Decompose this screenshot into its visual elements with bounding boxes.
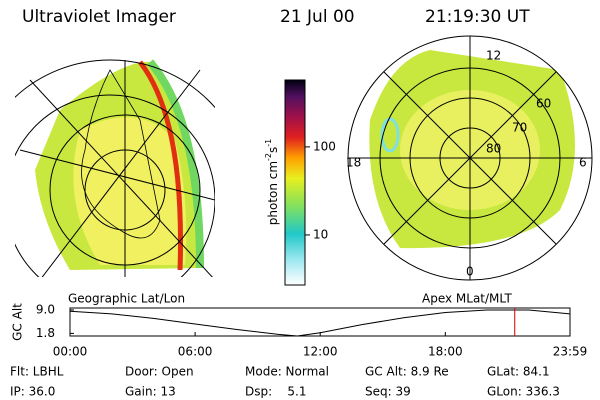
- x-tick-label: 00:00: [53, 345, 88, 359]
- y-tick-label: 9.0: [36, 302, 55, 316]
- exp: -1: [264, 139, 273, 147]
- left-image: [15, 59, 215, 277]
- mlt-label: 6: [579, 156, 587, 170]
- status-field: Gain: 13: [125, 385, 176, 399]
- x-tick-label: 23:59: [553, 345, 588, 359]
- colorbar-tick-label: 100: [313, 139, 336, 153]
- status-field: Door: Open: [125, 365, 194, 379]
- colorbar-tick-label: 10: [313, 227, 328, 241]
- mlt-label: 0: [466, 265, 474, 279]
- x-tick-label: 06:00: [178, 345, 213, 359]
- status-field: GLon: 336.3: [487, 385, 560, 399]
- mlt-label: 18: [346, 156, 361, 170]
- right-image: [347, 35, 593, 281]
- x-tick-label: 12:00: [303, 345, 338, 359]
- status-field: IP: 36.0: [10, 385, 55, 399]
- mlat-label: 70: [512, 121, 527, 135]
- colorbar: [284, 79, 306, 286]
- status-field: Mode: Normal: [245, 365, 329, 379]
- title: Ultraviolet Imager: [22, 7, 176, 27]
- colorbar-label: photon cm-2s-1: [264, 139, 280, 226]
- y-label: GC Alt: [11, 303, 25, 341]
- status-field: Seq: 39: [365, 385, 411, 399]
- timeline-frame: [69, 307, 571, 337]
- mlt-label: 12: [486, 49, 501, 63]
- unit: s: [266, 147, 280, 153]
- unit: photon cm: [266, 161, 280, 225]
- status-field: GLat: 84.1: [487, 365, 550, 379]
- exp: -2: [264, 153, 273, 161]
- mlat-label: 80: [486, 142, 501, 156]
- date: 21 Jul 00: [280, 7, 355, 27]
- y-tick-label: 1.8: [36, 326, 55, 340]
- alt-curve: [69, 309, 571, 337]
- status-field: Dsp: 5.1: [245, 385, 307, 399]
- mlat-label: 60: [536, 97, 551, 111]
- left-label: Geographic Lat/Lon: [68, 292, 185, 306]
- right-label: Apex MLat/MLT: [422, 292, 512, 306]
- status-field: GC Alt: 8.9 Re: [365, 365, 449, 379]
- x-tick-label: 18:00: [428, 345, 463, 359]
- dynamic: 10 100 9.0 1.8 00:00 06:00 12:00 18:00 23:59 Flt:…: [10, 139, 587, 398]
- time: 21:19:30 UT: [425, 7, 530, 27]
- status-field: Flt: LBHL: [10, 365, 64, 379]
